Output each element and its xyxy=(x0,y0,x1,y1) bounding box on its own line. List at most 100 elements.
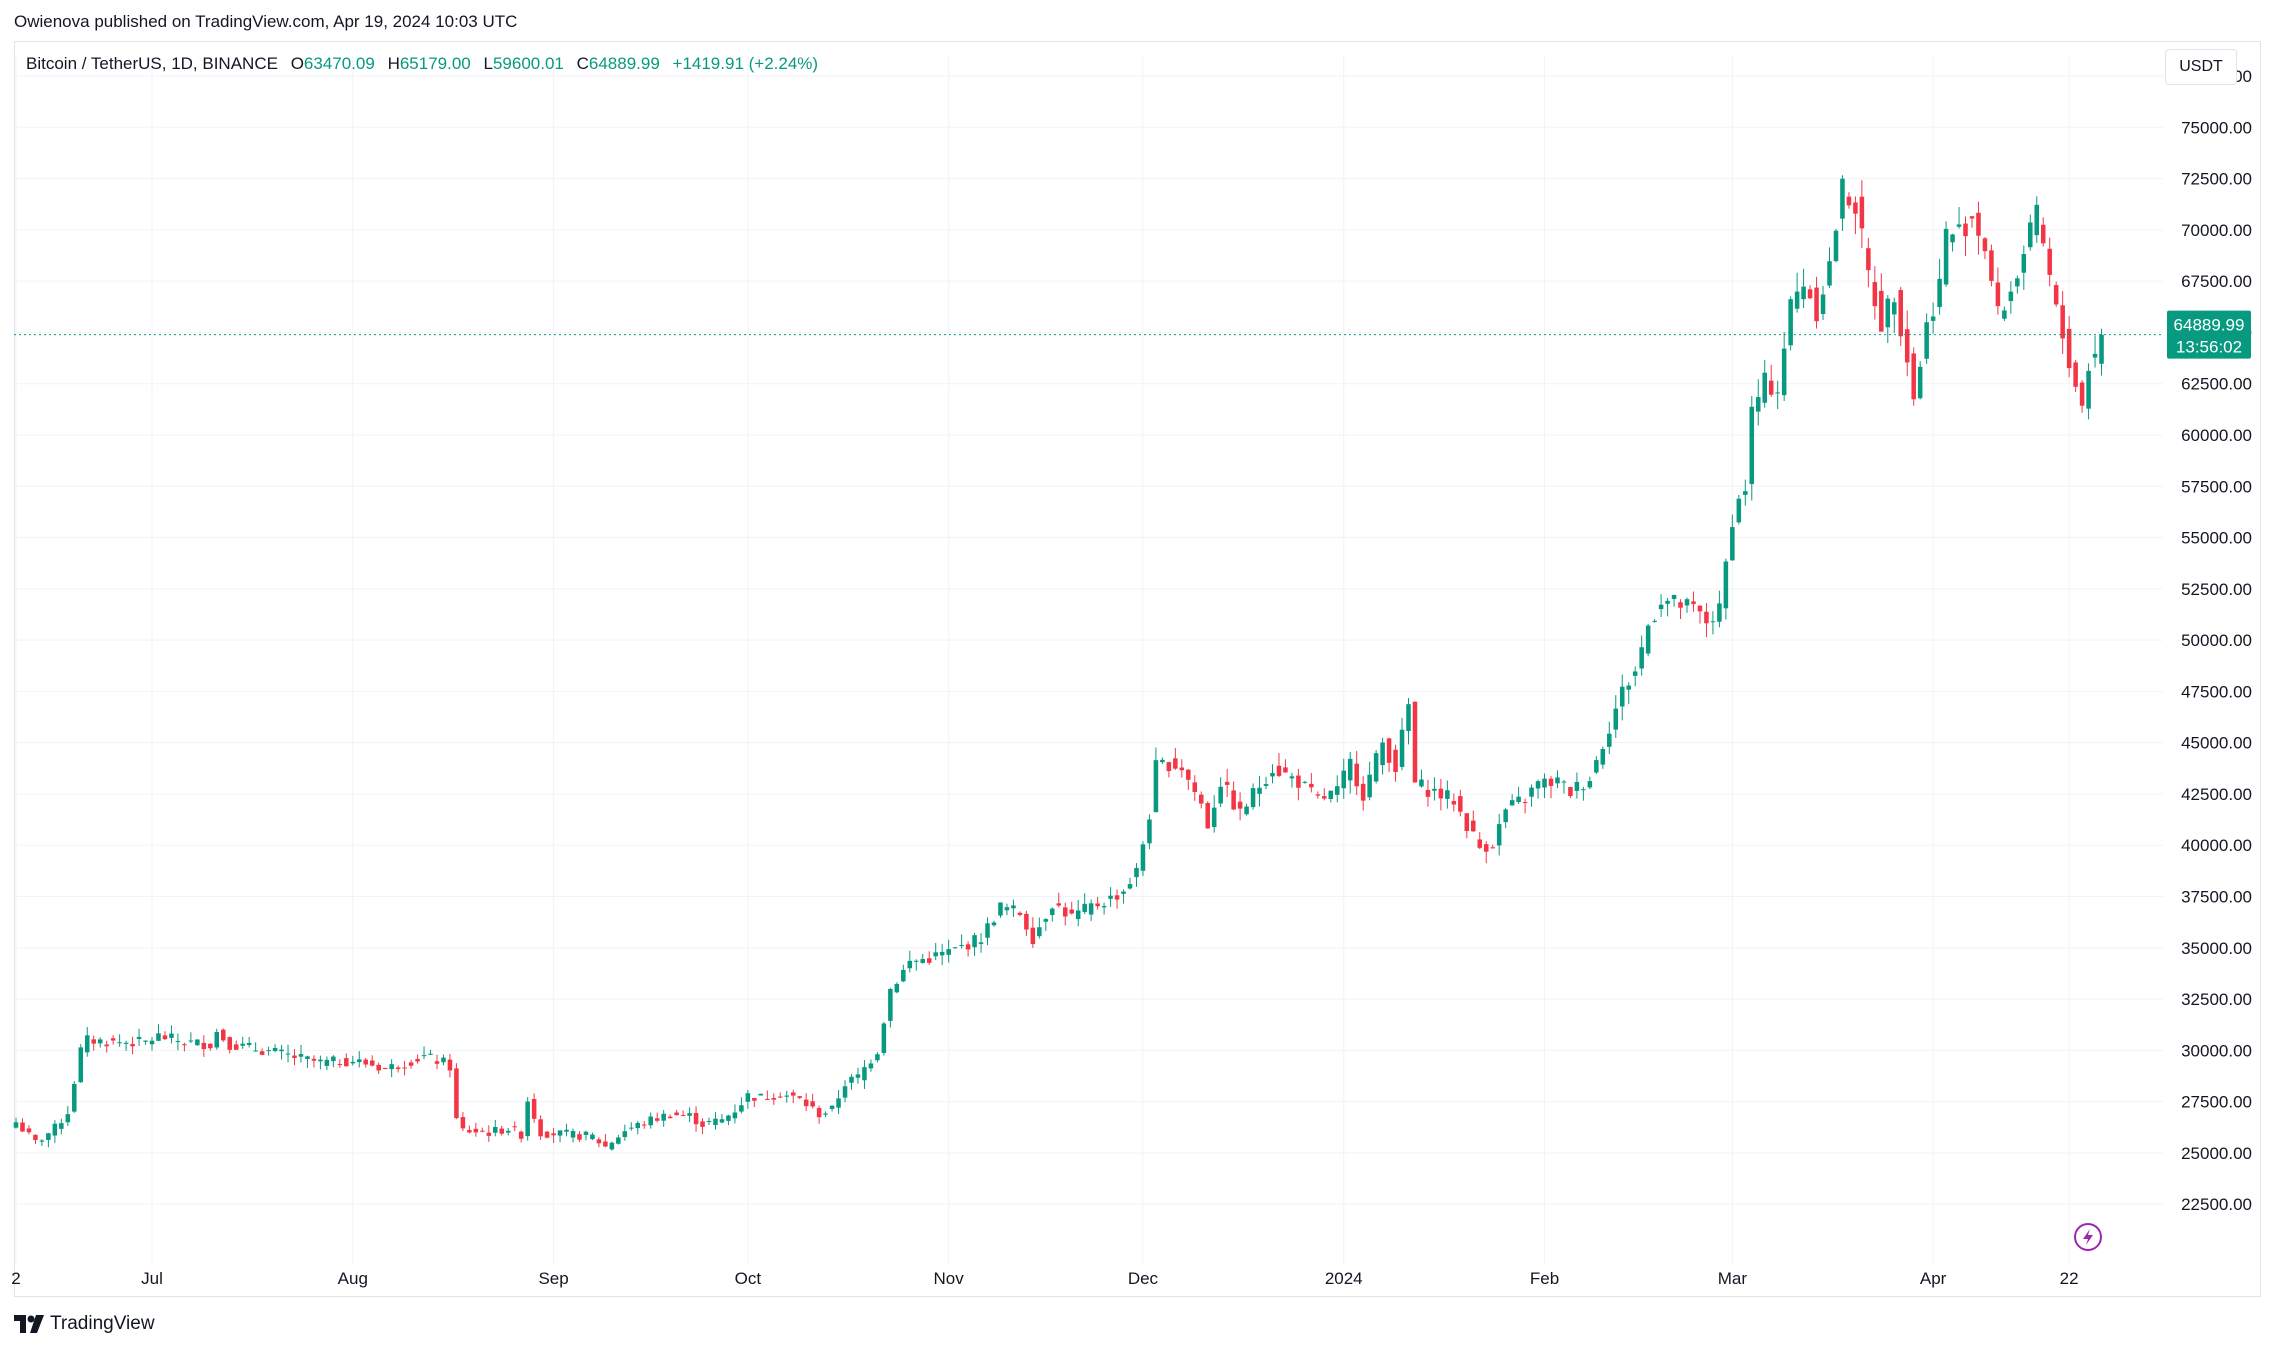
candle-body xyxy=(266,1050,271,1052)
candle-body xyxy=(596,1139,602,1144)
candle-body xyxy=(1043,919,1049,922)
y-tick-label: 50000.00 xyxy=(2181,631,2252,650)
candle-body xyxy=(1976,212,1981,236)
y-tick-label: 67500.00 xyxy=(2181,272,2252,291)
candle-body xyxy=(1458,796,1463,812)
candle-body xyxy=(1548,778,1554,786)
y-tick-label: 25000.00 xyxy=(2181,1144,2252,1163)
y-tick-label: 30000.00 xyxy=(2181,1041,2252,1060)
candle-body xyxy=(46,1133,51,1140)
x-tick-label: Dec xyxy=(1128,1269,1159,1288)
candle-body xyxy=(2008,291,2014,302)
candle-body xyxy=(1367,774,1372,798)
candle-body xyxy=(875,1054,880,1061)
candle-body xyxy=(570,1131,576,1138)
candle-body xyxy=(1509,800,1515,806)
brand-name: TradingView xyxy=(50,1313,155,1334)
candle-body xyxy=(823,1113,828,1115)
published-caption: Owienova published on TradingView.com, A… xyxy=(14,12,518,31)
candle-body xyxy=(480,1130,485,1132)
x-tick-label: 22 xyxy=(2060,1269,2079,1288)
candle-body xyxy=(460,1117,466,1129)
candle-body xyxy=(1108,895,1113,899)
candle-body xyxy=(1250,788,1256,808)
candle-body xyxy=(1088,903,1094,915)
candle-body xyxy=(91,1039,96,1044)
x-tick-label: 2024 xyxy=(1325,1269,1363,1288)
candle-body xyxy=(609,1142,615,1150)
candle-body xyxy=(1807,289,1813,299)
candle-body xyxy=(1296,775,1301,788)
candle-body xyxy=(1270,772,1275,777)
candle-body xyxy=(2040,224,2046,244)
candle-body xyxy=(654,1118,660,1121)
candle-body xyxy=(1419,779,1424,787)
high-value: 65179.00 xyxy=(399,54,471,73)
countdown-label: 13:56:02 xyxy=(2176,338,2242,357)
candle-body xyxy=(629,1127,634,1129)
candle-body xyxy=(1192,782,1198,793)
low-key: L xyxy=(483,54,493,73)
candle-body xyxy=(1224,781,1230,785)
x-tick-label: Sep xyxy=(538,1269,568,1288)
candle-body xyxy=(104,1044,109,1047)
candle-body xyxy=(1464,813,1470,832)
candle-body xyxy=(428,1053,433,1055)
lightning-icon[interactable] xyxy=(2074,1223,2102,1251)
y-tick-label: 37500.00 xyxy=(2181,888,2252,907)
candle-body xyxy=(1794,291,1800,309)
candle-body xyxy=(1736,498,1742,523)
currency-button[interactable]: USDT xyxy=(2165,49,2237,85)
candle-body xyxy=(123,1042,129,1044)
candle-body xyxy=(907,960,913,969)
candle-body xyxy=(1451,801,1457,805)
candle-body xyxy=(188,1040,194,1042)
candle-body xyxy=(408,1062,414,1066)
symbol-title[interactable]: Bitcoin / TetherUS, 1D, BINANCE xyxy=(26,54,278,73)
candle-body xyxy=(1561,781,1567,783)
candle-body xyxy=(272,1047,278,1052)
candle-body xyxy=(84,1035,90,1053)
candle-body xyxy=(713,1118,718,1126)
candle-body xyxy=(1393,749,1398,773)
open-key: O xyxy=(290,54,304,73)
candle-body xyxy=(978,942,984,944)
tradingview-brand[interactable]: TradingView xyxy=(14,1313,155,1335)
candle-body xyxy=(1775,392,1780,394)
candle-body xyxy=(1140,844,1146,871)
candles xyxy=(13,175,2104,1151)
candle-body xyxy=(868,1063,874,1069)
candle-body xyxy=(687,1113,692,1116)
candle-body xyxy=(544,1131,550,1138)
candle-body xyxy=(1237,801,1243,809)
candle-body xyxy=(2028,222,2033,248)
candle-body xyxy=(538,1119,543,1137)
candle-body xyxy=(1840,178,1845,219)
candle-body xyxy=(1587,781,1593,788)
candle-body xyxy=(1289,776,1295,779)
candle-body xyxy=(1788,299,1793,346)
candle-body xyxy=(1639,647,1644,669)
candle-body xyxy=(2021,253,2027,273)
candle-body xyxy=(52,1123,58,1136)
x-tick-label: Jul xyxy=(141,1269,163,1288)
candle-body xyxy=(1121,891,1126,894)
candle-body xyxy=(1173,758,1178,769)
candle-body xyxy=(1594,760,1599,773)
open-value: 63470.09 xyxy=(303,54,375,73)
candle-body xyxy=(901,969,906,982)
candle-body xyxy=(1315,794,1321,796)
candle-body xyxy=(156,1033,161,1041)
candle-body xyxy=(1768,380,1774,395)
candle-body xyxy=(577,1134,582,1140)
candle-body xyxy=(551,1133,556,1136)
candle-body xyxy=(888,988,893,1021)
candle-body xyxy=(1166,762,1172,772)
candle-body xyxy=(926,958,932,963)
candle-body xyxy=(1917,366,1923,399)
candle-body xyxy=(1755,397,1761,412)
candle-body xyxy=(635,1122,641,1129)
y-tick-label: 42500.00 xyxy=(2181,785,2252,804)
y-tick-label: 40000.00 xyxy=(2181,836,2252,855)
